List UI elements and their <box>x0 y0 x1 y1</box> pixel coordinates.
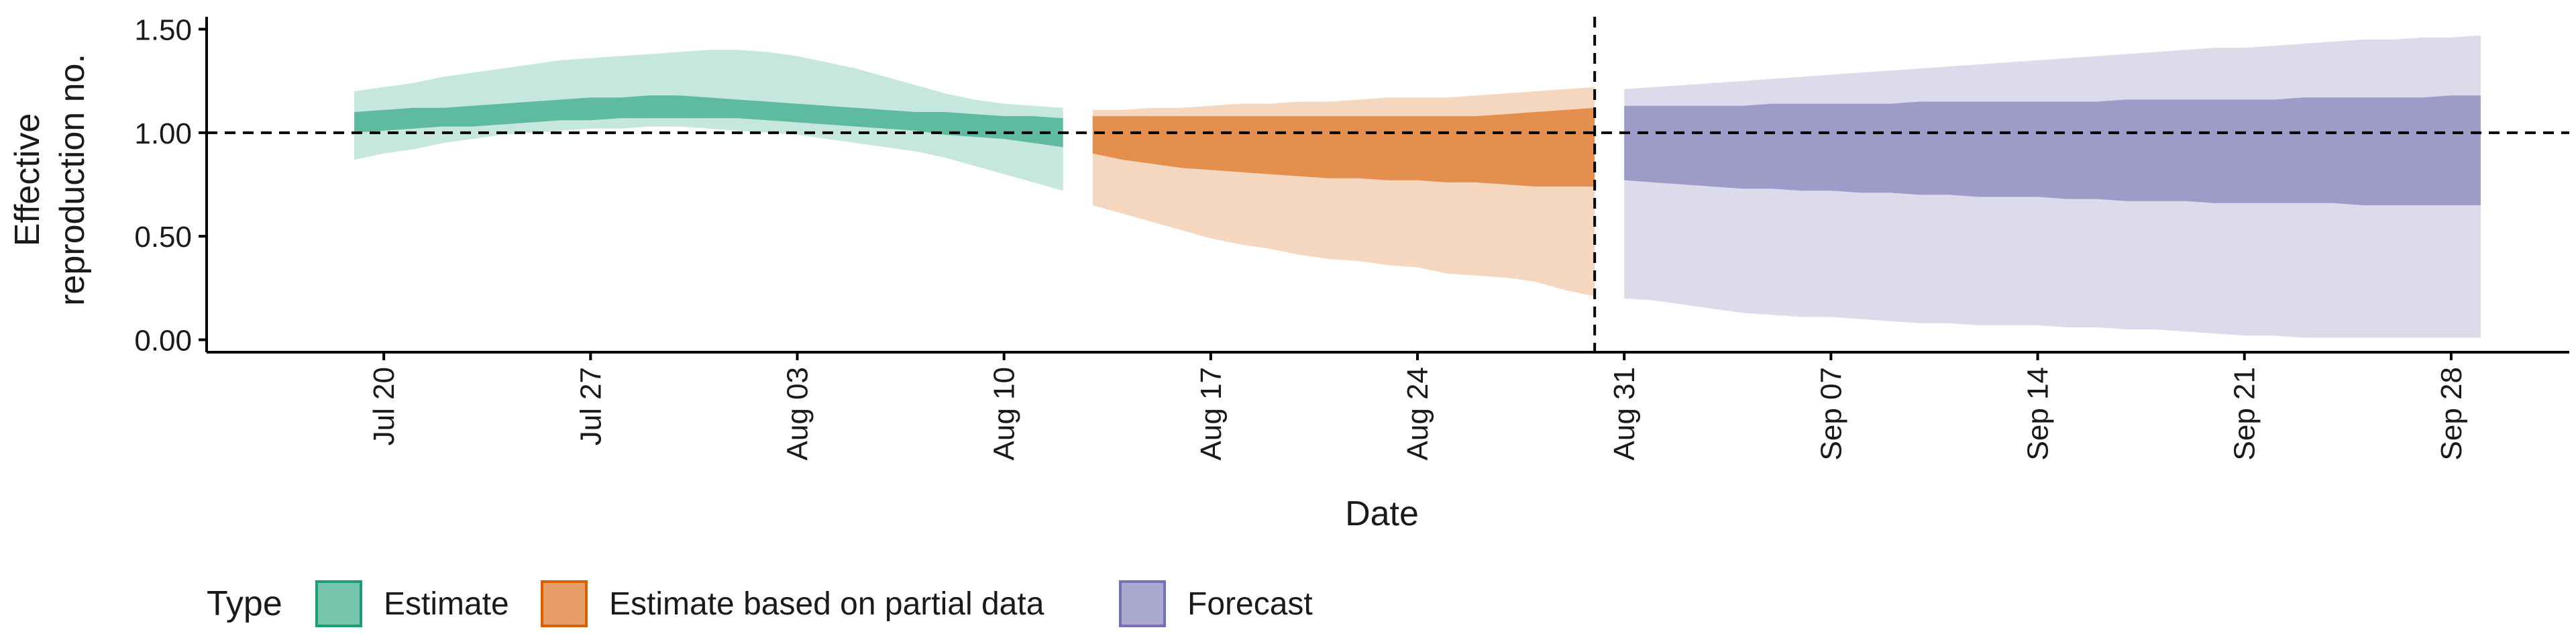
x-tick-label: Sep 14 <box>2022 367 2055 460</box>
legend-label: Estimate <box>384 586 509 622</box>
x-axis-label: Date <box>1345 494 1419 533</box>
x-tick-label: Aug 03 <box>782 367 814 460</box>
legend-key <box>315 580 362 627</box>
x-tick-label: Sep 07 <box>1815 367 1847 460</box>
y-tick-label: 1.50 <box>134 14 192 47</box>
series-2 <box>1092 87 1595 297</box>
legend-key <box>1119 580 1166 627</box>
legend-item-2: Estimate based on partial data <box>541 580 1044 627</box>
legend-title: Type <box>207 584 282 623</box>
ribbon-layer <box>354 35 2481 338</box>
y-axis-label-line-2: reproduction no. <box>53 54 92 306</box>
legend-item-1: Estimate <box>315 580 509 627</box>
y-tick-label: 1.00 <box>134 117 192 150</box>
legend-label: Forecast <box>1187 586 1313 622</box>
y-axis-label: Effective reproduction no. <box>8 54 92 306</box>
x-tick-label: Sep 21 <box>2229 367 2261 460</box>
series-1 <box>354 50 1063 191</box>
x-tick-label: Sep 28 <box>2435 367 2468 460</box>
series-1-inner-interval <box>354 95 1063 148</box>
y-tick-label: 0.50 <box>134 221 192 254</box>
x-tick-label: Aug 17 <box>1195 367 1228 460</box>
y-tick-label: 0.00 <box>134 324 192 357</box>
axes: 0.00 0.50 1.00 1.50 Jul 20 Jul 27 Aug 03 Aug 10… <box>134 14 2569 460</box>
series-2-inner-interval <box>1092 107 1595 187</box>
x-tick-label: Aug 31 <box>1608 367 1641 460</box>
legend-item-3: Forecast <box>1119 580 1313 627</box>
legend-key <box>541 580 588 627</box>
legend-label: Estimate based on partial data <box>609 586 1044 622</box>
series-3 <box>1624 35 2481 338</box>
y-axis-label-line-1: Effective <box>8 113 47 246</box>
reference-lines <box>207 17 2569 352</box>
x-tick-label: Aug 24 <box>1401 367 1434 460</box>
x-tick-label: Aug 10 <box>988 367 1021 460</box>
series-3-inner-interval <box>1624 95 2481 205</box>
x-tick-label: Jul 20 <box>368 367 400 445</box>
x-tick-label: Jul 27 <box>574 367 607 445</box>
legend: Type Estimate Estimate based on partial da… <box>207 580 1313 627</box>
series-1-outer-interval <box>354 50 1063 191</box>
